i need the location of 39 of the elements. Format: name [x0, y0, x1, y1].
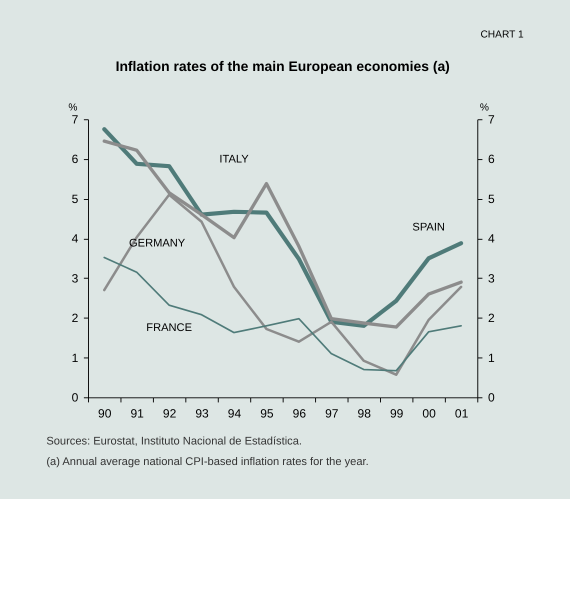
series-label: FRANCE	[146, 322, 192, 334]
x-tick-label: 01	[454, 406, 469, 420]
y-tick-label: 3	[72, 271, 79, 286]
x-tick-label: 96	[292, 406, 306, 420]
y-tick-label: 7	[72, 112, 79, 126]
caption: CHART 1	[480, 30, 524, 41]
x-tick-label: 94	[228, 406, 242, 420]
y-tick-label: 2	[72, 311, 79, 326]
series-label: SPAIN	[412, 222, 445, 234]
y-tick-label: 1	[72, 350, 79, 365]
y-tick-label: 4	[72, 232, 79, 246]
x-tick-label: 93	[195, 406, 210, 420]
y2-tick-label: 4	[488, 232, 495, 246]
y2-axis-title: %	[480, 102, 489, 114]
x-tick-label: 97	[325, 406, 339, 420]
y2-tick-label: 0	[488, 390, 495, 404]
y2-tick-label: 2	[488, 311, 495, 326]
y2-tick-label: 3	[488, 271, 495, 286]
y-tick-label: 5	[72, 192, 79, 206]
y2-tick-label: 7	[488, 112, 495, 126]
y2-tick-label: 6	[488, 152, 495, 166]
text: (a) Annual average national CPI-based inflation rates for the year.	[46, 456, 369, 468]
text: ITALY	[219, 154, 250, 166]
y-tick-label: 6	[72, 152, 79, 166]
x-tick-label: 99	[390, 406, 404, 420]
chart-title: Inflation rates of the main European economies (a)	[116, 58, 450, 74]
x-tick-label: 91	[130, 406, 144, 420]
series-label: GERMANY	[129, 238, 186, 250]
y-axis-title: %	[68, 102, 78, 114]
source-note: Sources: Eurostat, Instituto Nacional de Estadística.	[46, 436, 302, 448]
y-tick-label: 0	[72, 390, 79, 404]
y2-tick-label: 5	[488, 192, 495, 206]
y2-tick-label: 1	[488, 350, 495, 365]
x-tick-label: 95	[260, 406, 274, 420]
x-tick-label: 92	[162, 406, 177, 420]
x-tick-label: 98	[358, 406, 372, 420]
line-series	[103, 256, 462, 372]
x-tick-label: 00	[422, 406, 436, 420]
x-tick-label: 90	[98, 406, 112, 420]
